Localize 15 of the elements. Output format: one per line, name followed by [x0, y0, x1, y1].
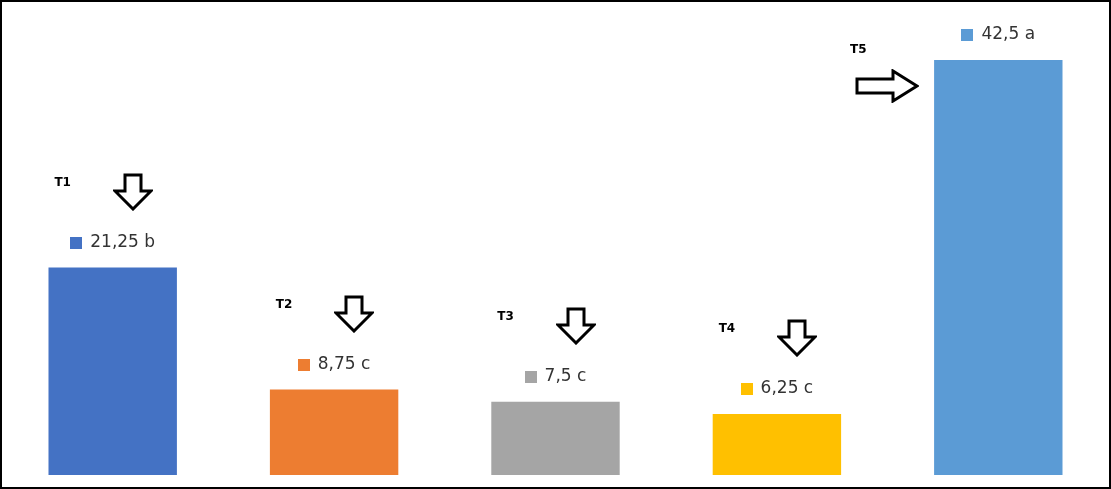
data-label: 8,75 c: [317, 352, 371, 373]
annotation: T1: [54, 174, 71, 189]
annotation: T3: [497, 308, 514, 323]
annotation: T4: [718, 321, 736, 336]
annotation: T2: [275, 296, 293, 311]
data-label: 21,25 b: [90, 230, 156, 251]
data-label: 6,25 c: [760, 377, 814, 398]
bar: [269, 389, 399, 475]
bar: [712, 413, 842, 475]
text: T5: [850, 42, 867, 57]
data-label: 42,5 a: [981, 23, 1036, 44]
bar: [491, 401, 620, 475]
data-label: 7,5 c: [544, 365, 587, 386]
bar: [48, 267, 177, 475]
bar: [934, 60, 1063, 475]
